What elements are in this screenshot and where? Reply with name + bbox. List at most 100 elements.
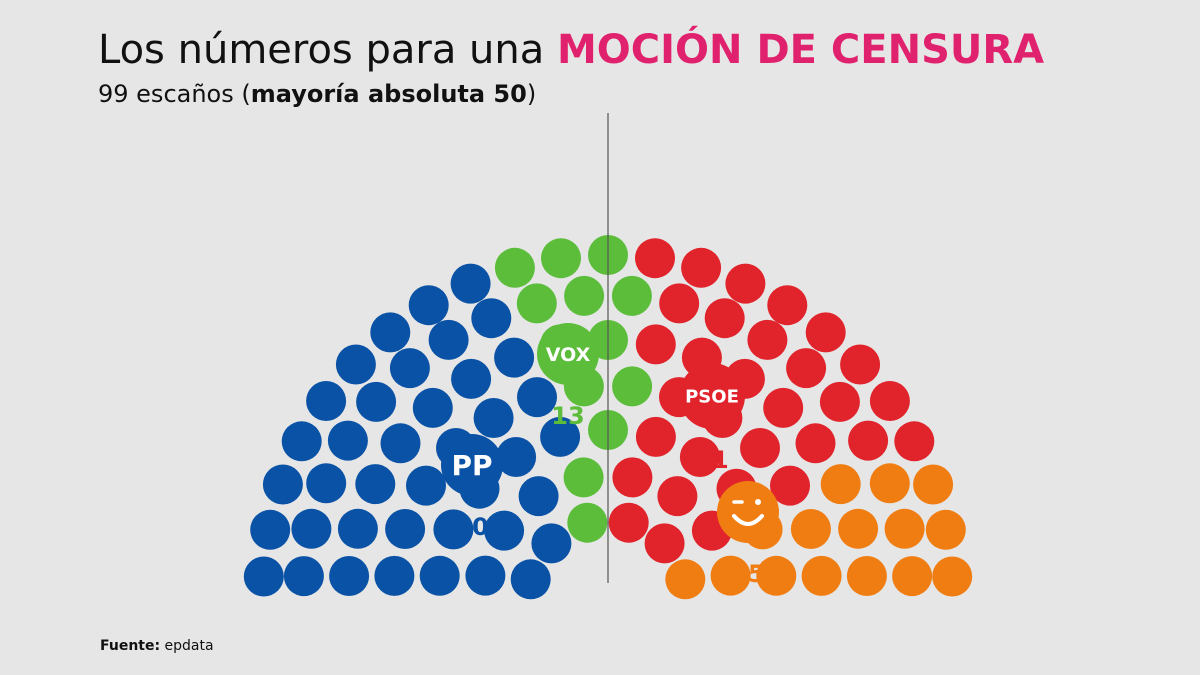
title-highlight: MOCIÓN DE CENSURA	[557, 27, 1045, 73]
party-seats-2	[608, 238, 935, 564]
seat-dot	[450, 263, 491, 304]
seat-count-label: 31	[695, 446, 728, 474]
seat-dot	[465, 555, 506, 596]
seat-dot	[819, 381, 860, 422]
seat-dot	[540, 416, 581, 457]
seat-dot	[884, 508, 925, 549]
subtitle-majority: mayoría absoluta 50	[250, 80, 527, 108]
seat-dot	[801, 555, 842, 596]
seat-dot	[612, 457, 653, 498]
seat-dot	[710, 555, 751, 596]
seat-dot	[925, 509, 966, 550]
seat-dot	[380, 423, 421, 464]
seat-dot	[820, 464, 861, 505]
seat-count-label: 15	[731, 560, 764, 588]
seat-dot	[838, 508, 879, 549]
seat-dot	[451, 358, 492, 399]
seat-dot	[428, 319, 469, 360]
seat-dot	[473, 398, 514, 438]
seat-dot	[335, 344, 376, 385]
seat-dot	[635, 416, 676, 457]
title-main: Los números para una	[98, 27, 545, 73]
seat-dot	[250, 509, 291, 550]
seat-dot	[329, 556, 370, 596]
seat-dot	[790, 509, 831, 549]
party-logo-text: PP	[451, 449, 492, 482]
seat-dot	[337, 508, 378, 549]
seat-dot	[374, 555, 415, 596]
seat-dot	[635, 238, 675, 279]
seat-dot	[611, 275, 652, 316]
seat-dot	[496, 437, 537, 477]
pp-logo-icon: PP	[441, 434, 503, 496]
seat-dot	[848, 420, 889, 461]
party-seats-1	[494, 235, 653, 543]
seat-dot	[892, 556, 933, 597]
seat-dot	[932, 556, 973, 597]
seat-dot	[385, 509, 426, 549]
seat-dot	[740, 428, 780, 468]
seat-dot	[356, 381, 397, 422]
seat-dot	[531, 523, 572, 564]
seat-dot	[408, 285, 449, 326]
seat-dot	[471, 298, 512, 339]
source-value: epdata	[164, 638, 214, 654]
seat-dot	[840, 344, 881, 385]
seat-dot	[635, 324, 676, 365]
seat-dot	[725, 263, 766, 304]
seat-dot	[704, 298, 745, 339]
seat-dot	[681, 247, 722, 288]
seat-dot	[567, 502, 608, 543]
seat-dot	[516, 283, 557, 324]
seat-dot	[541, 238, 581, 279]
source-note: Fuente: epdata	[100, 638, 214, 654]
party-logo-text: PSOE	[685, 386, 739, 407]
seat-dot	[419, 555, 460, 596]
seat-dot	[644, 523, 685, 564]
seat-dot	[262, 464, 303, 505]
smile-logo-icon	[717, 481, 779, 543]
seat-dot	[763, 387, 804, 428]
seat-count-label: 40	[455, 513, 488, 541]
seat-dot	[406, 465, 446, 506]
seat-dot	[291, 508, 332, 549]
seat-dot	[795, 423, 836, 464]
vox-logo-icon: VOX	[537, 323, 599, 385]
seat-dot	[767, 285, 808, 326]
seat-dot	[510, 559, 551, 600]
subtitle-suffix: )	[526, 80, 537, 108]
seat-dot	[484, 510, 525, 551]
seat-dot	[913, 464, 954, 505]
seat-dot	[355, 464, 396, 505]
seat-dot	[679, 437, 720, 477]
seat-dot	[494, 337, 535, 378]
psoe-logo-icon: PSOE	[679, 363, 745, 429]
seat-dot	[612, 366, 653, 407]
seat-dot	[564, 275, 605, 316]
seat-dot	[306, 463, 347, 504]
seat-dot	[327, 420, 368, 461]
page-title: Los números para una MOCIÓN DE CENSURA	[98, 26, 1044, 74]
seat-dot	[665, 559, 706, 600]
seat-dot	[370, 312, 411, 353]
seat-dot	[306, 381, 347, 421]
seat-dot	[494, 247, 535, 288]
seat-count-label: 13	[551, 402, 584, 430]
seat-dot	[786, 348, 827, 389]
seat-dot	[412, 387, 453, 428]
seat-dot	[563, 457, 604, 498]
seat-dot	[517, 377, 557, 418]
seat-dot	[657, 476, 698, 517]
seat-dot	[283, 556, 324, 597]
seat-dot	[756, 555, 797, 596]
seat-dot	[389, 348, 430, 389]
seat-dot	[846, 556, 887, 596]
seat-dot	[281, 421, 322, 462]
subtitle-prefix: 99 escaños (	[98, 80, 251, 108]
seat-dot	[805, 312, 846, 353]
party-seats-0	[243, 263, 581, 600]
seat-dot	[869, 381, 910, 421]
seat-dot	[518, 476, 559, 517]
page-subtitle: 99 escaños (mayoría absoluta 50)	[98, 80, 536, 108]
